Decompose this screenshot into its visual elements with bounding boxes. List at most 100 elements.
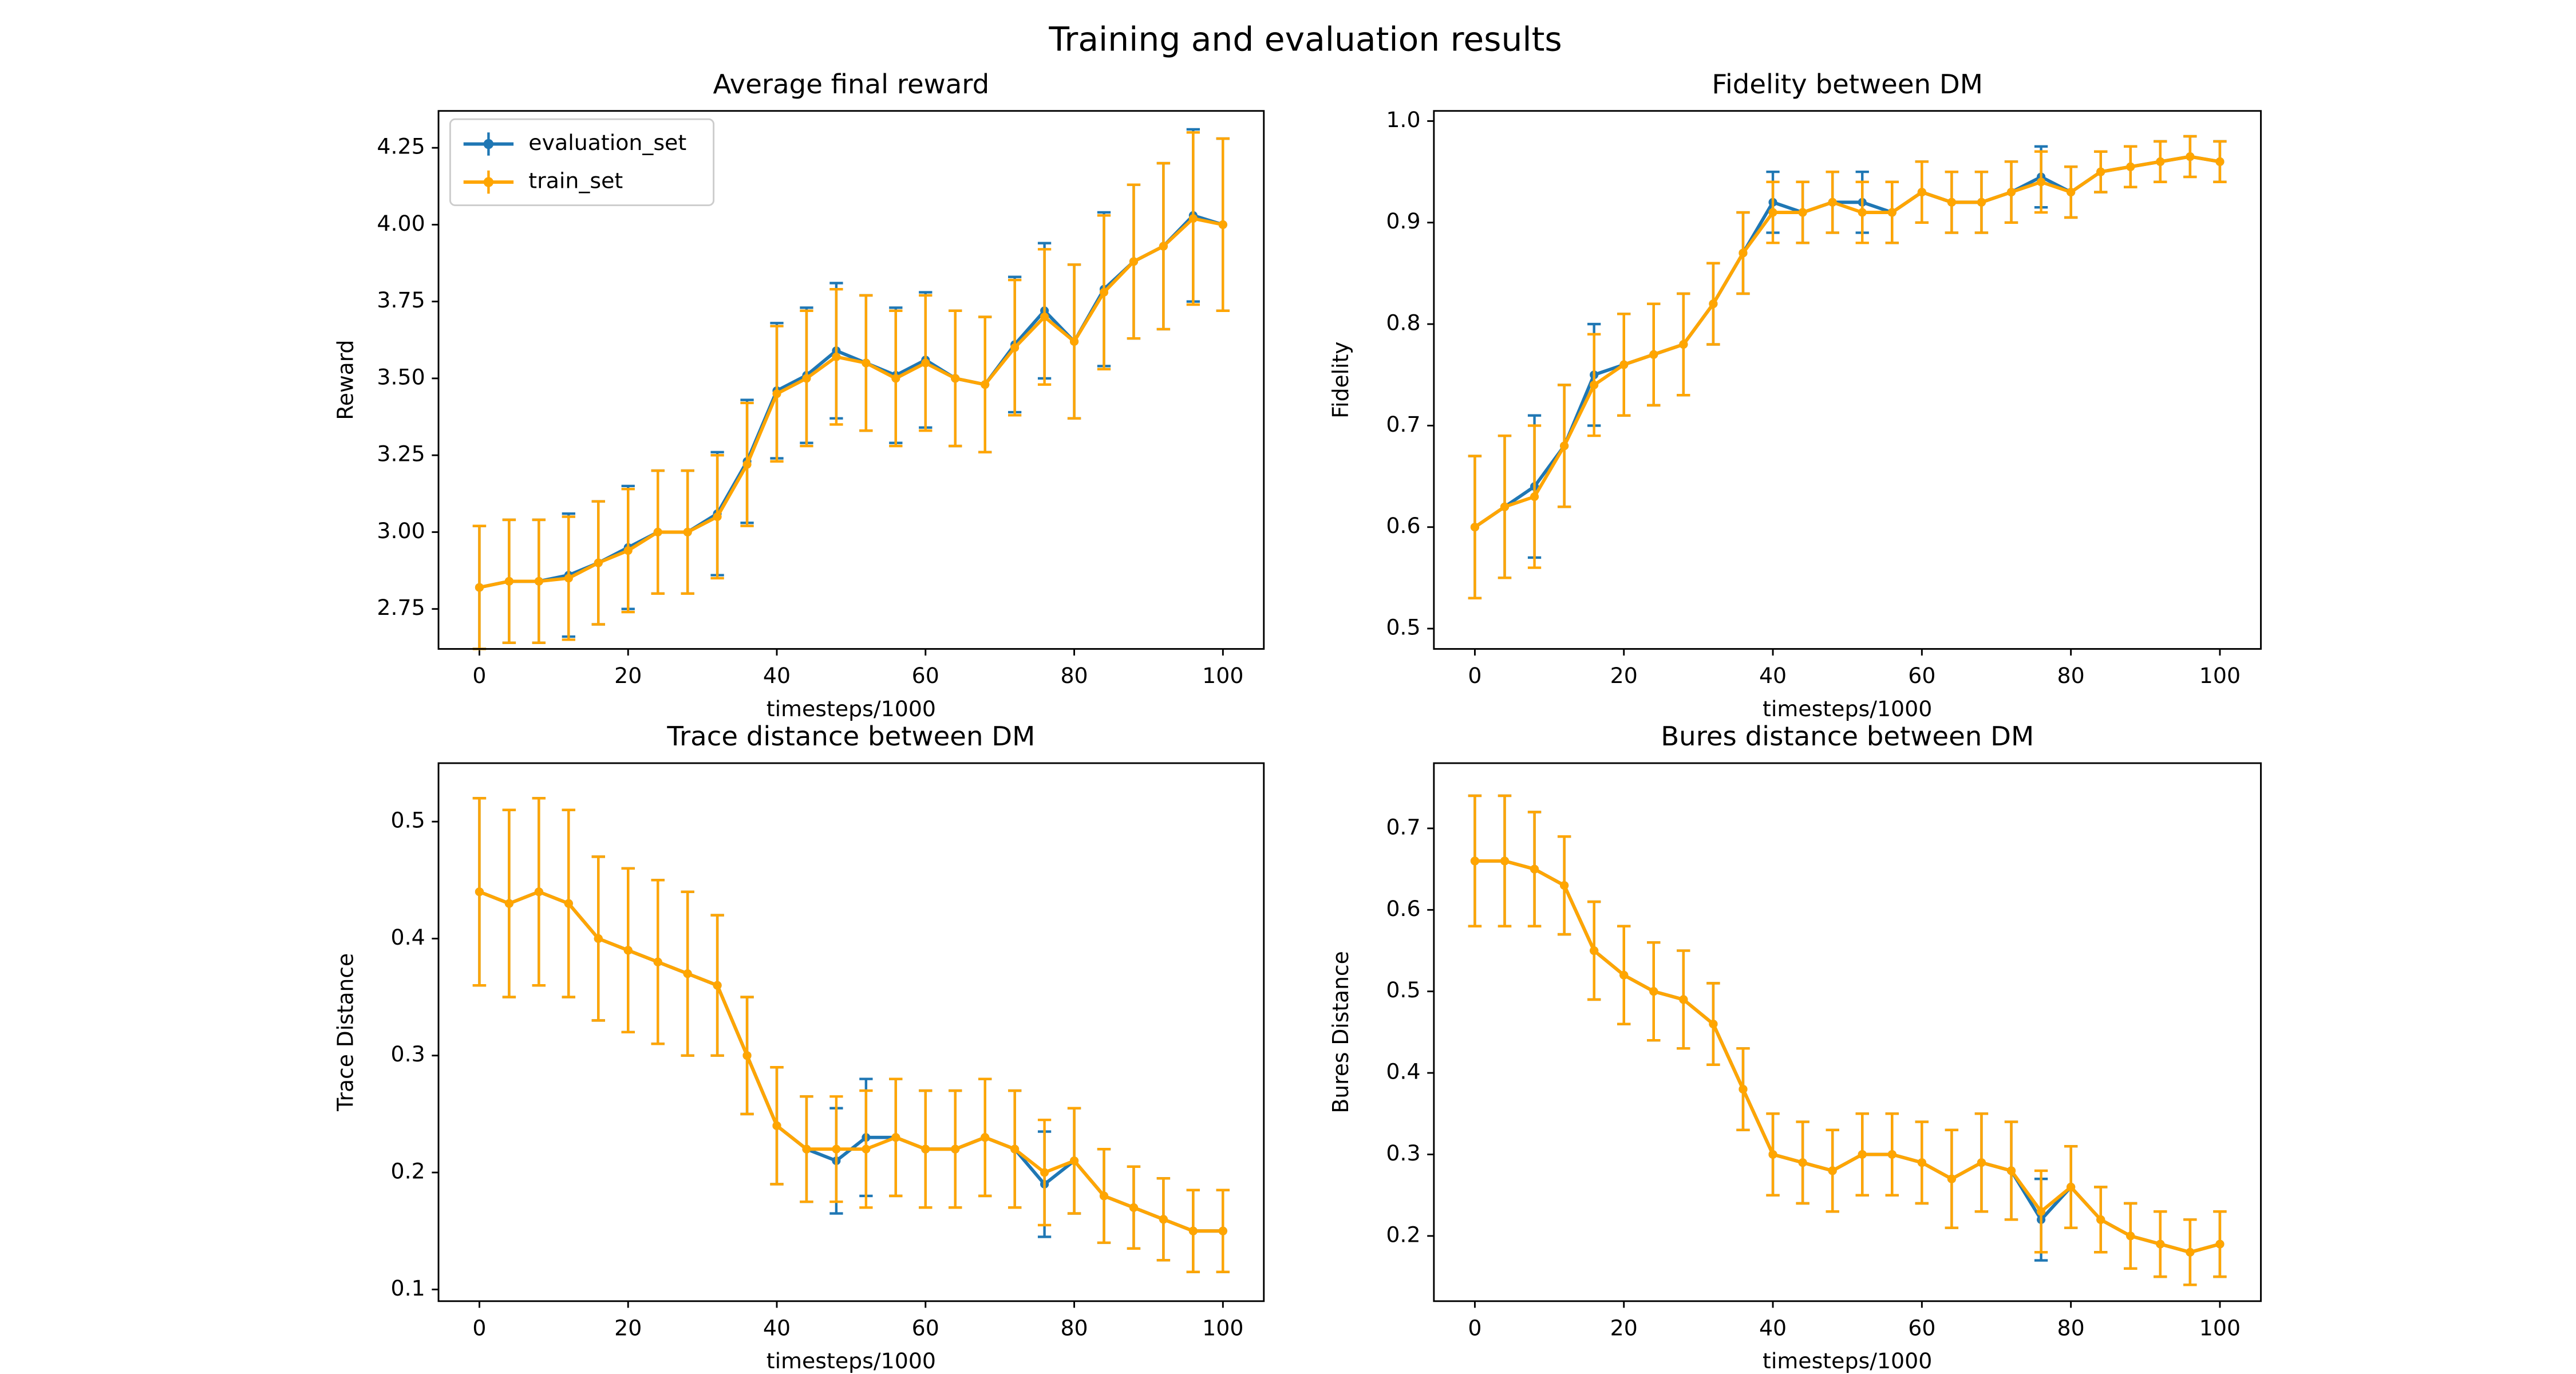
marker [1040, 1168, 1049, 1177]
marker [981, 1133, 990, 1142]
y-tick-label: 0.2 [1386, 1222, 1420, 1247]
marker [1218, 1226, 1227, 1235]
marker [1159, 1215, 1168, 1224]
marker [1218, 220, 1227, 229]
marker [475, 887, 484, 897]
marker [1947, 198, 1956, 207]
marker [832, 1144, 841, 1154]
x-tick-label: 60 [912, 663, 939, 688]
y-tick-label: 0.6 [1386, 513, 1420, 538]
x-tick-label: 0 [1468, 663, 1481, 688]
marker [1619, 970, 1629, 980]
x-tick-label: 100 [2199, 663, 2241, 688]
x-tick-label: 80 [1060, 1316, 1088, 1341]
y-axis-label: Bures Distance [1328, 951, 1353, 1113]
y-axis-label: Reward [333, 340, 358, 420]
marker [504, 577, 513, 586]
marker [1709, 1020, 1718, 1029]
y-tick-label: 0.3 [391, 1041, 425, 1067]
y-tick-label: 4.00 [377, 211, 425, 236]
x-tick-label: 60 [912, 1316, 939, 1341]
marker [891, 374, 900, 383]
marker [653, 527, 662, 536]
x-tick-label: 20 [1610, 1316, 1638, 1341]
y-tick-label: 3.50 [377, 365, 425, 390]
marker [1188, 1226, 1198, 1235]
marker [1709, 299, 1718, 309]
marker [1560, 441, 1569, 451]
marker [921, 1144, 930, 1154]
marker [683, 969, 692, 978]
y-tick-label: 0.8 [1386, 310, 1420, 335]
marker [683, 527, 692, 536]
x-axis-label: timesteps/1000 [767, 696, 936, 721]
marker [1739, 248, 1748, 258]
x-tick-label: 80 [2057, 1316, 2085, 1341]
y-tick-label: 0.9 [1386, 208, 1420, 234]
marker [564, 574, 573, 583]
x-axis-label: timesteps/1000 [767, 1348, 936, 1373]
legend-label: train_set [528, 168, 623, 194]
axes-frame [437, 110, 1265, 650]
y-tick-label: 0.5 [1386, 977, 1420, 1002]
marker [1798, 208, 1807, 217]
marker [623, 946, 633, 955]
marker [1649, 987, 1658, 996]
marker [594, 558, 603, 567]
marker [1500, 856, 1510, 866]
x-tick-label: 100 [2199, 1316, 2241, 1341]
marker [862, 1144, 871, 1154]
marker [713, 512, 722, 522]
marker [2067, 188, 2076, 197]
marker [504, 899, 513, 908]
y-tick-label: 0.6 [1386, 896, 1420, 921]
figure-title: Training and evaluation results [1048, 20, 1562, 59]
y-tick-label: 0.3 [1386, 1140, 1420, 1166]
marker [2156, 1239, 2165, 1249]
y-axis-label: Trace Distance [333, 953, 358, 1112]
axes-frame [1433, 110, 2262, 650]
x-tick-label: 20 [614, 1316, 642, 1341]
marker [564, 899, 573, 908]
marker [1560, 881, 1569, 890]
marker [802, 374, 811, 383]
x-axis-label: timesteps/1000 [1763, 696, 1932, 721]
x-tick-label: 100 [1202, 1316, 1243, 1341]
marker [951, 374, 960, 383]
y-tick-label: 4.25 [377, 134, 425, 159]
y-axis-label: Fidelity [1328, 342, 1353, 418]
x-tick-label: 60 [1908, 1316, 1935, 1341]
marker [2186, 152, 2195, 161]
marker [1500, 502, 1510, 511]
axes-title: Fidelity between DM [1712, 69, 1982, 100]
legend-label: evaluation_set [528, 130, 686, 155]
series-line [1475, 859, 2221, 1254]
marker [1159, 242, 1168, 251]
marker [2096, 167, 2105, 176]
marker [2126, 1231, 2135, 1241]
marker [1129, 257, 1139, 266]
y-tick-label: 0.1 [391, 1276, 425, 1301]
legend-marker [483, 177, 494, 187]
marker [2067, 1182, 2076, 1191]
marker [475, 583, 484, 592]
x-tick-label: 100 [1202, 663, 1243, 688]
marker [1768, 1150, 1777, 1159]
legend-marker [483, 139, 494, 149]
x-tick-label: 80 [2057, 663, 2085, 688]
marker [1530, 492, 1539, 502]
marker [2006, 188, 2016, 197]
marker [2215, 157, 2225, 166]
marker [742, 1051, 752, 1060]
marker [2006, 1166, 2016, 1175]
legend-box [449, 118, 715, 206]
marker [1798, 1158, 1807, 1167]
y-tick-label: 1.0 [1386, 107, 1420, 132]
marker [1768, 208, 1777, 217]
x-tick-label: 0 [472, 1316, 486, 1341]
y-tick-label: 3.75 [377, 287, 425, 313]
y-tick-label: 0.7 [1386, 412, 1420, 437]
marker [1739, 1085, 1748, 1094]
marker [772, 1121, 781, 1130]
